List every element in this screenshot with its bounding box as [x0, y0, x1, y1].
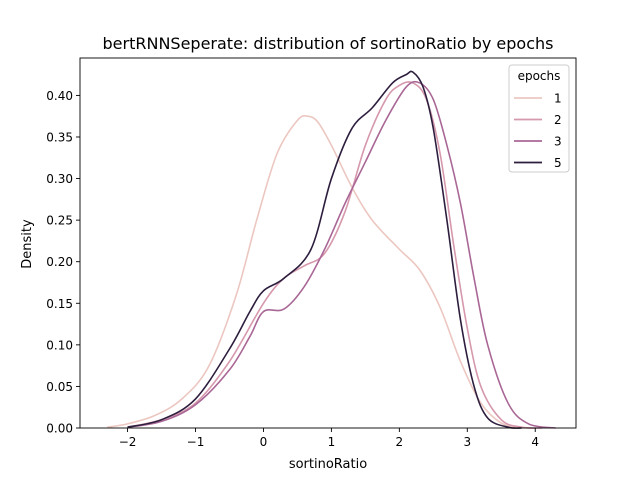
y-tick-label: 0.10	[46, 338, 73, 352]
plot-frame	[79, 57, 577, 429]
legend-label-3: 3	[554, 135, 562, 149]
series-line-2	[127, 81, 543, 429]
y-axis: 0.00 0.05 0.10 0.15 0.20 0.25 0.30 0.35 0.40	[46, 89, 80, 436]
y-tick-label: 0.35	[46, 130, 73, 144]
y-tick-label: 0.30	[46, 172, 73, 186]
legend-label-2: 2	[554, 113, 562, 127]
y-axis-label: Density	[20, 219, 35, 269]
y-tick-label: 0.00	[46, 422, 73, 436]
x-tick-label: 0	[260, 435, 268, 449]
y-tick-label: 0.15	[46, 297, 73, 311]
chart-title: bertRNNSeperate: distribution of sortino…	[103, 34, 554, 53]
legend: epochs 1 2 3 5	[508, 64, 570, 173]
x-tick-label: 1	[328, 435, 336, 449]
legend-title: epochs	[518, 69, 561, 83]
x-tick-label: −1	[187, 435, 205, 449]
x-tick-label: 4	[531, 435, 539, 449]
legend-box	[508, 64, 570, 173]
series-line-5	[127, 70, 522, 429]
series-line-1	[107, 114, 522, 429]
legend-label-1: 1	[554, 92, 562, 106]
y-tick-label: 0.20	[46, 255, 73, 269]
x-axis-label: sortinoRatio	[289, 457, 367, 472]
series-line-3	[127, 80, 556, 429]
x-tick-label: 3	[463, 435, 471, 449]
y-tick-label: 0.05	[46, 380, 73, 394]
x-axis: −2 −1 0 1 2 3 4	[119, 428, 539, 449]
x-tick-label: 2	[396, 435, 404, 449]
legend-label-5: 5	[554, 156, 562, 170]
plot-area	[79, 57, 577, 429]
x-tick-label: −2	[119, 435, 137, 449]
y-tick-label: 0.25	[46, 214, 73, 228]
y-tick-label: 0.40	[46, 89, 73, 103]
